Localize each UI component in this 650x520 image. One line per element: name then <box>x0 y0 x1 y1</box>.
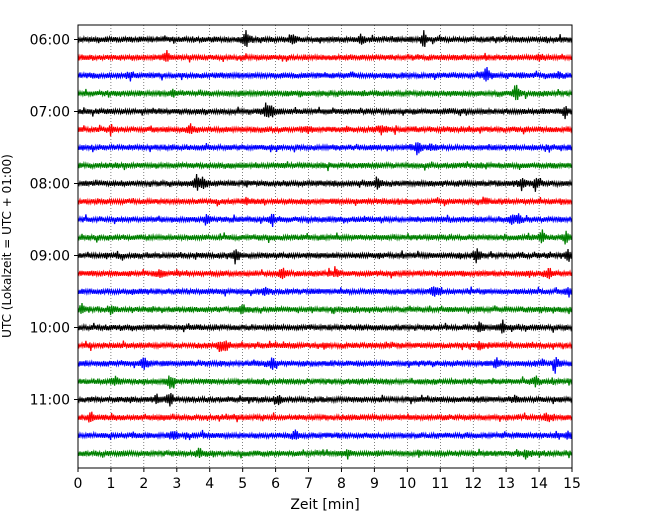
x-tick-label-15: 15 <box>563 476 581 492</box>
trace-0900 <box>77 248 573 265</box>
trace-0800 <box>77 173 573 192</box>
trace-0645 <box>77 84 573 101</box>
x-tick-label-11: 11 <box>431 476 449 492</box>
trace-1100 <box>77 393 573 407</box>
x-axis-label: Zeit [min] <box>290 497 359 513</box>
trace-0845 <box>77 229 573 245</box>
trace-1030 <box>77 356 573 374</box>
trace-0600 <box>77 30 573 48</box>
x-tick-label-3: 3 <box>172 476 181 492</box>
y-tick-label-1100: 11:00 <box>30 393 70 409</box>
y-tick-label-0800: 08:00 <box>30 177 70 193</box>
x-tick-label-5: 5 <box>238 476 247 492</box>
x-tick-label-1: 1 <box>106 476 115 492</box>
x-tick-label-7: 7 <box>304 476 313 492</box>
x-tick-label-8: 8 <box>337 476 346 492</box>
x-axis-ticks: 0 1 2 3 4 5 6 7 8 9 10 11 12 13 14 15 <box>74 468 581 492</box>
trace-1145 <box>77 447 573 460</box>
trace-0945 <box>77 302 573 316</box>
y-tick-label-0600: 06:00 <box>30 33 70 49</box>
trace-1130 <box>77 429 573 441</box>
trace-0745 <box>77 160 573 172</box>
trace-0915 <box>77 266 573 280</box>
y-tick-label-0700: 07:00 <box>30 105 70 121</box>
trace-0815 <box>77 196 573 207</box>
trace-0700 <box>77 102 573 120</box>
trace-0630 <box>77 67 573 82</box>
x-tick-label-9: 9 <box>370 476 379 492</box>
x-tick-label-0: 0 <box>74 476 83 492</box>
plot-frame <box>77 24 573 469</box>
plot-background <box>78 25 572 468</box>
trace-0615 <box>77 50 573 63</box>
trace-1015 <box>77 340 573 352</box>
y-tick-label-0900: 09:00 <box>30 249 70 265</box>
y-axis-ticks: 06:00 07:00 08:00 09:00 10:00 11:00 <box>30 33 78 409</box>
trace-0830 <box>77 213 573 227</box>
y-axis-label: UTC (Lokalzeit = UTC + 01:00) <box>0 154 14 338</box>
trace-0930 <box>77 286 573 298</box>
x-tick-label-2: 2 <box>139 476 148 492</box>
trace-1000 <box>77 319 573 334</box>
y-tick-label-1000: 10:00 <box>30 321 70 337</box>
x-tick-label-13: 13 <box>497 476 515 492</box>
x-tick-label-6: 6 <box>271 476 280 492</box>
trace-0715 <box>77 123 573 137</box>
x-tick-label-12: 12 <box>464 476 482 492</box>
x-tick-label-4: 4 <box>205 476 214 492</box>
trace-0730 <box>77 142 573 156</box>
x-tick-label-14: 14 <box>530 476 548 492</box>
trace-1045 <box>77 375 573 389</box>
trace-series-group <box>77 30 573 460</box>
trace-1115 <box>77 411 573 423</box>
x-tick-label-10: 10 <box>398 476 416 492</box>
